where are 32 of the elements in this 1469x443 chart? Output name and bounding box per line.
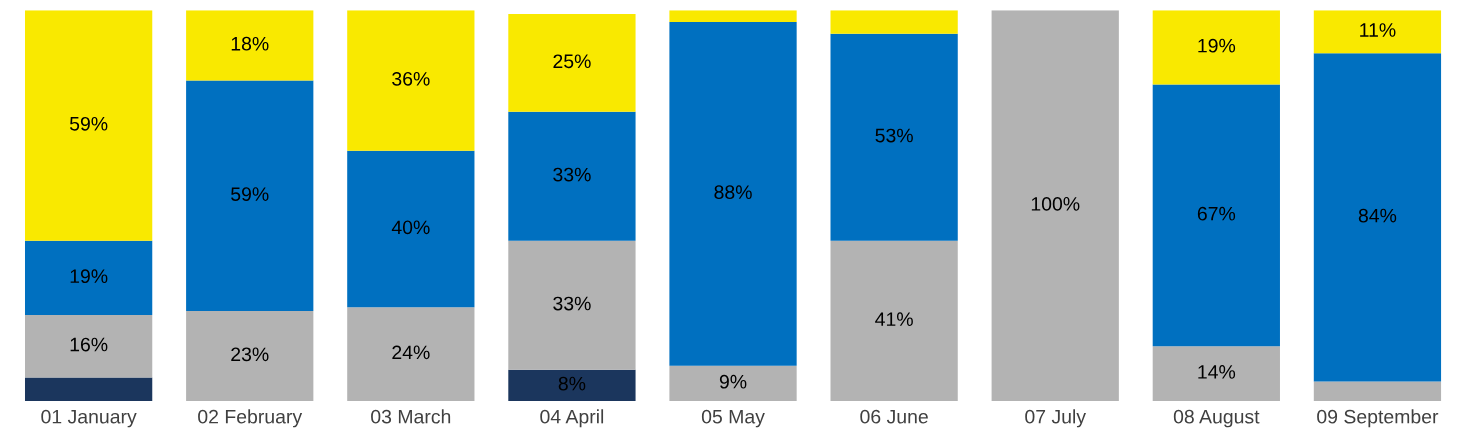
x-tick-label: 09 September bbox=[1317, 409, 1439, 428]
data-label: 59% bbox=[69, 116, 108, 131]
data-label: 25% bbox=[553, 54, 591, 69]
data-label: 36% bbox=[392, 71, 430, 86]
data-label: 14% bbox=[1198, 365, 1236, 379]
x-tick-label: 05 May bbox=[701, 409, 765, 428]
x-tick-label: 07 July bbox=[1025, 409, 1086, 428]
x-tick-label: 02 February bbox=[198, 409, 303, 428]
data-label: 16% bbox=[70, 337, 108, 352]
data-label: 18% bbox=[231, 36, 269, 51]
data-label: 88% bbox=[714, 185, 752, 200]
data-label: 8% bbox=[558, 376, 586, 391]
x-tick-label: 06 June bbox=[860, 409, 928, 424]
data-label: 19% bbox=[70, 269, 108, 284]
data-label: 100% bbox=[1031, 197, 1080, 211]
x-tick-label: 01 January bbox=[41, 409, 137, 428]
x-tick-label: 03 March bbox=[371, 409, 451, 424]
data-label: 40% bbox=[391, 220, 430, 235]
data-label: 84% bbox=[1358, 208, 1397, 223]
data-label: 24% bbox=[392, 345, 430, 360]
data-label: 53% bbox=[875, 128, 913, 143]
data-label: 9% bbox=[719, 374, 747, 389]
x-tick-label: 04 April bbox=[540, 409, 604, 428]
data-label: 33% bbox=[553, 167, 591, 182]
data-label: 19% bbox=[1198, 38, 1236, 53]
data-label: 11% bbox=[1360, 23, 1396, 37]
data-label: 41% bbox=[875, 312, 913, 326]
data-label: 33% bbox=[553, 296, 591, 311]
data-label: 67% bbox=[1197, 206, 1236, 221]
x-tick-label: 08 August bbox=[1173, 409, 1260, 428]
data-label: 23% bbox=[231, 347, 269, 362]
data-label: 59% bbox=[231, 187, 269, 201]
